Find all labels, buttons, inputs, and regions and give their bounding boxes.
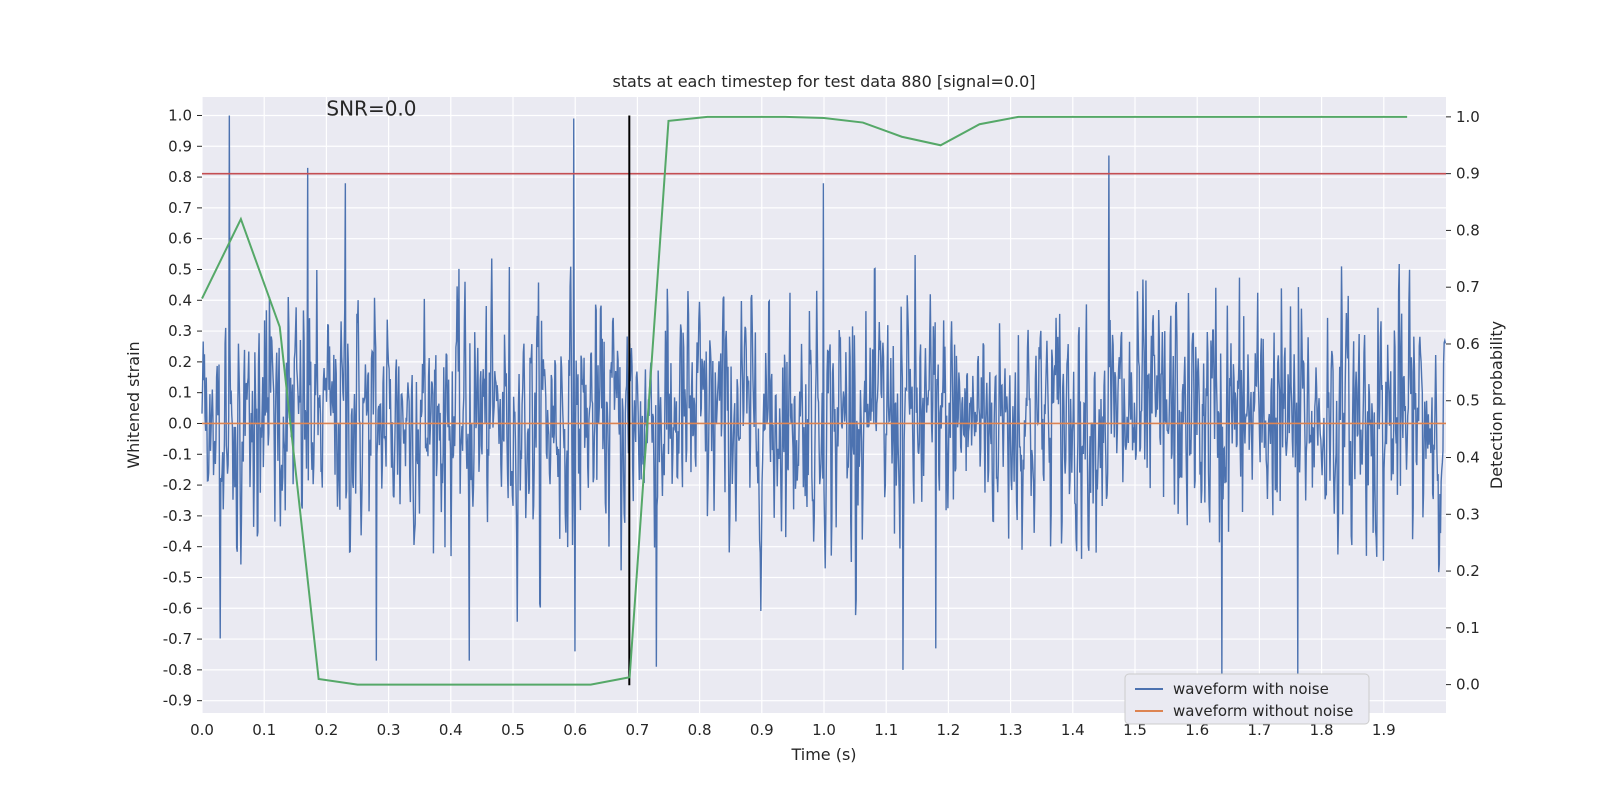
x-tick-label: 1.5	[1123, 721, 1147, 739]
series-waveform-with-noise	[201, 115, 1447, 677]
grid	[201, 97, 1446, 713]
x-tick-label: 0.6	[563, 721, 587, 739]
y2-tick-label: 0.9	[1456, 165, 1480, 183]
y-tick-label: 1.0	[168, 106, 192, 124]
series-layer	[201, 115, 1447, 686]
axes-layer: 0.0 0.1 0.2 0.3 0.4 0.5 0.6 0.7 0.8 0.9 1.0 1.1 1.2 1…	[163, 106, 1480, 739]
x-tick-label: 0.7	[625, 721, 649, 739]
y2-tick-label: 0.2	[1456, 562, 1480, 580]
x-tick-label: 1.4	[1061, 721, 1085, 739]
x-tick-label: 0.8	[688, 721, 712, 739]
y-tick-label: 0.5	[168, 260, 192, 278]
x-tick-label: 0.5	[501, 721, 525, 739]
y-tick-label: 0.7	[168, 199, 192, 217]
y-tick-label: 0.6	[168, 230, 192, 248]
legend-label: waveform without noise	[1173, 702, 1353, 720]
y-tick-label: -0.4	[163, 538, 192, 556]
legend-label: waveform with noise	[1173, 680, 1329, 698]
x-axis-title: Time (s)	[790, 745, 856, 764]
y-tick-label: 0.9	[168, 137, 192, 155]
y-tick-label: -0.2	[163, 476, 192, 494]
legend-box	[1124, 673, 1370, 725]
y-tick-label: 0.0	[168, 414, 192, 432]
y-axis-title: Whitened strain	[124, 341, 143, 468]
x-tick-label: 1.8	[1310, 721, 1334, 739]
y-tick-label: -0.9	[163, 692, 192, 710]
x-tick-label: 1.0	[812, 721, 836, 739]
y2-tick-label: 0.8	[1456, 221, 1480, 239]
y2-tick-label: 0.1	[1456, 619, 1480, 637]
x-tick-label: 0.9	[750, 721, 774, 739]
legend: waveform with noise waveform without nois…	[1124, 673, 1370, 725]
x-tick-label: 1.9	[1372, 721, 1396, 739]
y2-tick-label: 1.0	[1456, 108, 1480, 126]
y-tick-label: -0.1	[163, 445, 192, 463]
y-tick-label: -0.7	[163, 630, 192, 648]
y-tick-label: 0.3	[168, 322, 192, 340]
y-tick-label: 0.2	[168, 353, 192, 371]
y-tick-label: -0.5	[163, 568, 192, 586]
y2-axis-title: Detection probability	[1487, 321, 1506, 489]
y2-tick-label: 0.6	[1456, 335, 1480, 353]
y-tick-label: -0.8	[163, 661, 192, 679]
y-tick-label: 0.8	[168, 168, 192, 186]
x-tick-label: 0.2	[314, 721, 338, 739]
y-tick-label: 0.1	[168, 384, 192, 402]
y2-tick-label: 0.3	[1456, 505, 1480, 523]
x-tick-label: 0.3	[377, 721, 401, 739]
x-tick-label: 1.3	[999, 721, 1023, 739]
x-tick-label: 1.7	[1247, 721, 1271, 739]
y-tick-label: -0.3	[163, 507, 192, 525]
x-tick-label: 1.6	[1185, 721, 1209, 739]
x-tick-label: 1.1	[874, 721, 898, 739]
series-detection-probability	[201, 115, 1408, 686]
chart-title: stats at each timestep for test data 880…	[612, 72, 1035, 91]
x-tick-label: 0.1	[252, 721, 276, 739]
x-tick-label: 1.2	[936, 721, 960, 739]
y2-tick-label: 0.0	[1456, 676, 1480, 694]
x-tick-label: 0.4	[439, 721, 463, 739]
y2-tick-label: 0.5	[1456, 392, 1480, 410]
x-tick-label: 0.0	[190, 721, 214, 739]
y2-tick-label: 0.4	[1456, 449, 1480, 467]
y-tick-label: -0.6	[163, 599, 192, 617]
y-tick-label: 0.4	[168, 291, 192, 309]
snr-annotation: SNR=0.0	[326, 96, 416, 120]
y2-tick-label: 0.7	[1456, 278, 1480, 296]
